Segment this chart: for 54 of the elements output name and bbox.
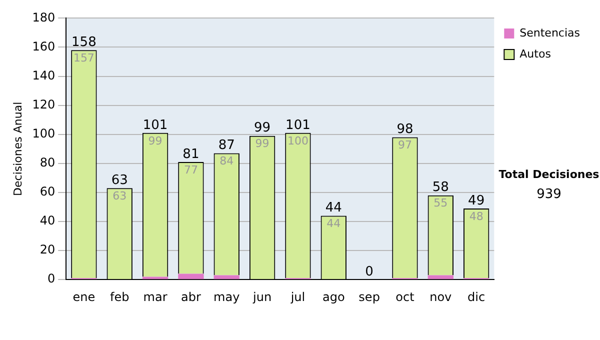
- y-tick-label: 40: [40, 214, 56, 228]
- data-label: 99: [148, 134, 162, 148]
- data-label: 100: [287, 134, 308, 148]
- y-tick-label: 140: [32, 68, 56, 82]
- total-label: 101: [142, 118, 168, 133]
- x-tick-label: jul: [290, 290, 306, 304]
- data-label: 44: [326, 217, 341, 230]
- y-axis-title: Decisiones Anual: [11, 102, 24, 196]
- x-tick-label: ago: [322, 290, 345, 304]
- total-label: 99: [254, 120, 271, 136]
- data-label: 77: [184, 163, 198, 176]
- total-label: 58: [432, 180, 449, 196]
- total-label: 63: [111, 172, 128, 188]
- data-label: 63: [112, 189, 127, 202]
- x-tick-label: abr: [181, 290, 201, 304]
- x-tick-label: dic: [468, 290, 486, 304]
- total-label: 0: [365, 264, 374, 280]
- total-label: 101: [286, 118, 310, 133]
- x-tick-label: nov: [430, 290, 452, 304]
- total-label: 44: [325, 200, 342, 216]
- x-tick-label: ene: [72, 290, 96, 304]
- y-tick-label: 0: [47, 272, 56, 286]
- x-tick-label: mar: [143, 290, 168, 304]
- data-label: 48: [469, 210, 484, 223]
- data-label: 97: [398, 138, 412, 152]
- x-tick-label: oct: [396, 290, 415, 304]
- data-label: 157: [73, 52, 94, 65]
- y-tick-label: 100: [32, 126, 56, 141]
- total-label: 98: [396, 122, 414, 138]
- bar: [142, 276, 168, 280]
- total-label: 158: [72, 35, 96, 50]
- x-tick-label: jun: [252, 290, 272, 304]
- y-tick-label: 60: [40, 184, 56, 199]
- y-tick-label: 120: [32, 97, 56, 112]
- data-label: 55: [434, 196, 448, 210]
- bar: [428, 275, 454, 280]
- legend-label: Autos: [520, 47, 552, 60]
- y-tick-label: 20: [40, 242, 56, 257]
- text: Total Decisiones: [498, 168, 600, 181]
- y-tick-label: 180: [32, 10, 56, 24]
- x-tick-label: may: [214, 290, 240, 304]
- bar: [214, 275, 240, 280]
- bar: [178, 274, 204, 280]
- legend-label: Sentencias: [520, 26, 580, 40]
- data-label: 84: [220, 154, 234, 168]
- x-tick-label: feb: [110, 290, 130, 304]
- total-label: 81: [182, 146, 200, 162]
- x-tick-label: sep: [358, 290, 380, 304]
- total-label: 87: [218, 138, 235, 154]
- y-tick-label: 160: [32, 39, 56, 54]
- text: 939: [536, 187, 562, 202]
- total-label: 49: [468, 193, 485, 208]
- data-label: 99: [255, 137, 270, 150]
- y-tick-label: 80: [40, 156, 56, 170]
